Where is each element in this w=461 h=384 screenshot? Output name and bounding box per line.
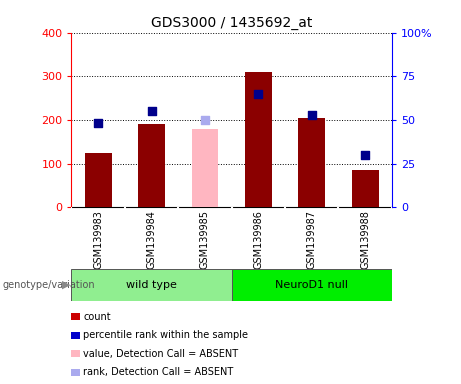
Text: ▶: ▶ [62,280,71,290]
Text: GSM139986: GSM139986 [254,210,263,269]
Bar [245,72,272,207]
Text: GSM139983: GSM139983 [93,210,103,269]
Text: value, Detection Call = ABSENT: value, Detection Call = ABSENT [83,349,238,359]
Bar [138,124,165,207]
Text: count: count [83,312,111,322]
Point [308,112,315,118]
Point [95,121,102,127]
Text: NeuroD1 null: NeuroD1 null [275,280,348,290]
Text: GSM139987: GSM139987 [307,210,317,270]
Text: GSM139985: GSM139985 [200,210,210,270]
Text: genotype/variation: genotype/variation [2,280,95,290]
Bar [71,269,231,301]
Title: GDS3000 / 1435692_at: GDS3000 / 1435692_at [151,16,313,30]
Text: percentile rank within the sample: percentile rank within the sample [83,330,248,340]
Bar [352,170,378,207]
Text: GSM139984: GSM139984 [147,210,157,269]
Bar [298,118,325,207]
Text: GSM139988: GSM139988 [360,210,370,269]
Bar [231,269,392,301]
Bar [85,153,112,207]
Text: wild type: wild type [126,280,177,290]
Point [201,117,209,123]
Point [361,152,369,158]
Text: rank, Detection Call = ABSENT: rank, Detection Call = ABSENT [83,367,234,377]
Point [148,108,155,114]
Point [254,91,262,97]
Bar [192,129,219,207]
